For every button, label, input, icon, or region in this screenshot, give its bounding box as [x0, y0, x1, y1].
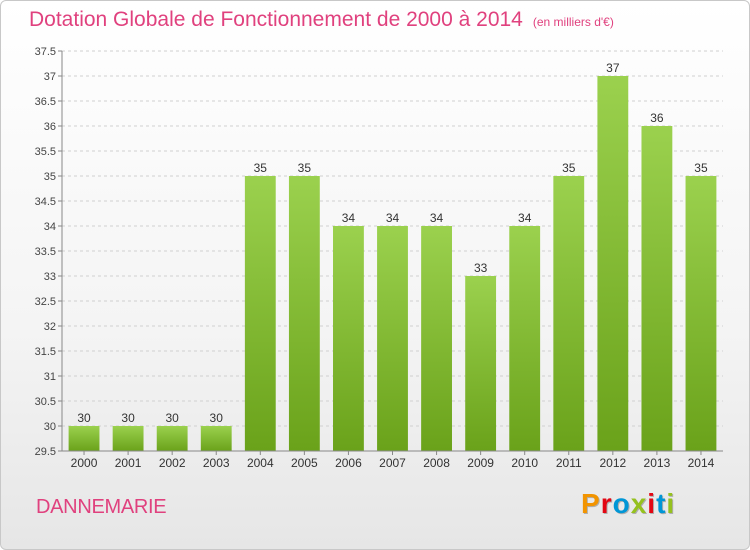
x-tick-label: 2005: [291, 456, 318, 470]
logo-letter: r: [600, 488, 613, 519]
bar-value-label: 35: [694, 161, 708, 175]
bar-2005: [288, 176, 320, 451]
y-tick-label: 32: [44, 321, 56, 333]
y-tick-label: 36: [44, 121, 56, 133]
y-tick-label: 35: [44, 171, 56, 183]
x-tick-label: 2002: [159, 456, 186, 470]
bar-value-label: 34: [342, 211, 356, 225]
y-tick-label: 31: [44, 371, 56, 383]
bars: 30 30 30 30 35 35 34 34 34 33 34 35 37 36 35: [68, 61, 717, 451]
axes: 29.5 30 30.5 31 31.5 32 32.5 33 33.5 34 34.5 35 35.5…: [35, 46, 723, 470]
y-tick-label: 37: [44, 71, 56, 83]
x-tick-label: 2003: [203, 456, 230, 470]
bar-value-label: 37: [606, 61, 620, 75]
y-tick-label: 31.5: [35, 346, 56, 358]
y-tick-label: 33.5: [35, 246, 56, 258]
logo-letter: x: [630, 488, 648, 519]
y-tick-label: 37.5: [35, 46, 56, 58]
y-tick-label: 30.5: [35, 396, 56, 408]
x-tick-label: 2011: [556, 456, 582, 470]
logo-letter: P: [581, 488, 601, 519]
logo-letter: o: [612, 488, 631, 519]
bar-value-label: 30: [77, 411, 91, 425]
x-tick-label: 2004: [247, 456, 274, 470]
bar-value-label: 34: [518, 211, 532, 225]
bar-value-label: 35: [254, 161, 268, 175]
bar-2010: [509, 226, 541, 451]
x-tick-label: 2006: [335, 456, 362, 470]
x-tick-label: 2007: [379, 456, 406, 470]
bar-value-label: 34: [386, 211, 400, 225]
bar-value-label: 35: [562, 161, 576, 175]
bar-2007: [377, 226, 408, 451]
bar-2012: [597, 76, 629, 451]
y-tick-label: 33: [44, 271, 56, 283]
logo-letter: i: [647, 488, 657, 519]
x-tick-label: 2001: [115, 456, 142, 470]
x-tick-label: 2009: [467, 456, 494, 470]
bar-2009: [465, 276, 497, 451]
x-tick-label: 2010: [511, 456, 538, 470]
x-tick-label: 2014: [688, 456, 715, 470]
chart-title-text: Dotation Globale de Fonctionnement de 20…: [29, 8, 523, 31]
x-tick-label: 2000: [71, 456, 98, 470]
y-tick-label: 34.5: [35, 196, 56, 208]
x-tick-label: 2012: [599, 456, 626, 470]
bar-value-label: 30: [210, 411, 224, 425]
bar-value-label: 35: [298, 161, 312, 175]
bar-2013: [641, 126, 673, 451]
y-tick-label: 34: [44, 221, 56, 233]
bar-2014: [685, 176, 717, 451]
bar-2004: [244, 176, 276, 451]
y-tick-label: 35.5: [35, 146, 56, 158]
proxiti-logo[interactable]: Proxiti: [581, 488, 675, 520]
bar-2003: [200, 426, 232, 451]
bar-2000: [68, 426, 100, 451]
y-tick-label: 32.5: [35, 296, 56, 308]
y-tick-label: 30: [44, 421, 56, 433]
logo-letter: t: [656, 488, 667, 519]
chart-title: Dotation Globale de Fonctionnement de 20…: [29, 8, 614, 32]
y-tick-label: 29.5: [35, 446, 56, 458]
chart-unit-note: (en milliers d'€): [532, 15, 614, 29]
y-tick-label: 36.5: [35, 96, 56, 108]
commune-name: DANNEMARIE: [36, 496, 167, 518]
bar-2001: [112, 426, 144, 451]
bar-value-label: 30: [121, 411, 135, 425]
bar-value-label: 36: [650, 111, 664, 125]
logo-letter: i: [666, 488, 676, 519]
bar-2002: [156, 426, 188, 451]
bar-2008: [421, 226, 452, 451]
bar-value-label: 34: [430, 211, 444, 225]
x-tick-label: 2008: [423, 456, 450, 470]
bar-value-label: 30: [165, 411, 179, 425]
bar-value-label: 33: [474, 261, 488, 275]
bar-2006: [333, 226, 364, 451]
x-tick-label: 2013: [644, 456, 671, 470]
bar-2011: [553, 176, 585, 451]
